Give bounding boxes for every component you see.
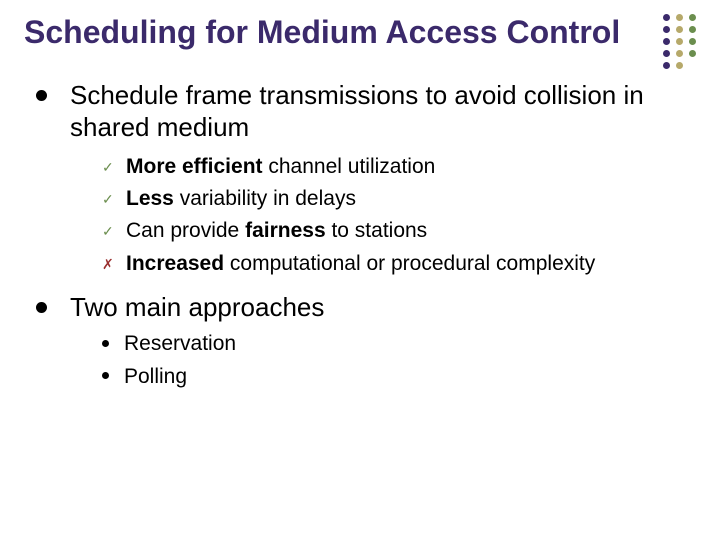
deco-dot xyxy=(676,38,683,45)
bullet-text: Two main approaches xyxy=(70,292,324,322)
sub-bullet-item: ✗ Increased computational or procedural c… xyxy=(102,251,696,277)
deco-dot xyxy=(676,62,683,69)
deco-dot xyxy=(663,50,670,57)
sub-bullet-item: ✓ Less variability in delays xyxy=(102,186,696,212)
deco-column xyxy=(676,14,683,69)
sub-bullet-item: ✓ More efficient channel utilization xyxy=(102,154,696,180)
deco-dot xyxy=(689,38,696,45)
bullet-text: Schedule frame transmissions to avoid co… xyxy=(70,80,644,143)
deco-dot xyxy=(676,50,683,57)
sub-bullet-text: Polling xyxy=(124,365,187,388)
deco-dot xyxy=(689,50,696,57)
sub-bullet-item: ✓ Can provide fairness to stations xyxy=(102,218,696,244)
sub-bullet-text: Increased computational or procedural co… xyxy=(126,252,595,275)
bullet-list: Schedule frame transmissions to avoid co… xyxy=(24,79,696,390)
deco-dot xyxy=(663,14,670,21)
check-icon: ✓ xyxy=(102,186,114,213)
slide-title: Scheduling for Medium Access Control xyxy=(24,14,696,51)
sub-bullet-item: Reservation xyxy=(102,331,696,357)
deco-column xyxy=(663,14,670,69)
bullet-item: Two main approaches Reservation Polling xyxy=(36,291,696,390)
cross-icon: ✗ xyxy=(102,251,114,278)
check-icon: ✓ xyxy=(102,154,114,181)
sub-bullet-text: Reservation xyxy=(124,332,236,355)
deco-dot xyxy=(663,38,670,45)
deco-dot xyxy=(689,14,696,21)
deco-column xyxy=(689,14,696,69)
slide: Scheduling for Medium Access Control Sch… xyxy=(0,0,720,540)
deco-dot xyxy=(689,26,696,33)
sub-bullet-text: Less variability in delays xyxy=(126,187,356,210)
sub-bullet-list: ✓ More efficient channel utilization ✓ Less… xyxy=(70,154,696,277)
sub-bullet-text: Can provide fairness to stations xyxy=(126,219,427,242)
check-icon: ✓ xyxy=(102,218,114,245)
sub-bullet-list: Reservation Polling xyxy=(70,331,696,390)
bullet-item: Schedule frame transmissions to avoid co… xyxy=(36,79,696,277)
deco-dot xyxy=(663,26,670,33)
deco-dot xyxy=(663,62,670,69)
sub-bullet-item: Polling xyxy=(102,364,696,390)
sub-bullet-text: More efficient channel utilization xyxy=(126,155,435,178)
deco-dot xyxy=(676,14,683,21)
slide-body: Schedule frame transmissions to avoid co… xyxy=(24,79,696,390)
deco-dot xyxy=(676,26,683,33)
corner-decoration xyxy=(663,14,696,69)
